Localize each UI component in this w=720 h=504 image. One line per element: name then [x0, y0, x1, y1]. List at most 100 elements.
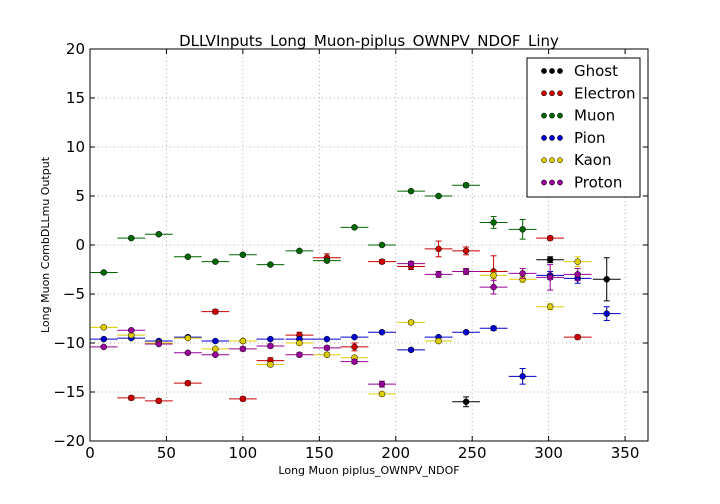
legend: Ghost Electron Muon Pion Kaon Proton	[526, 57, 641, 198]
legend-marker	[541, 112, 547, 119]
data-point	[212, 337, 219, 345]
legend-marker	[549, 179, 555, 186]
data-point	[603, 310, 610, 317]
data-point	[603, 276, 610, 283]
legend-label: Kaon	[574, 151, 611, 169]
data-point	[462, 181, 470, 189]
data-point	[462, 398, 470, 406]
data-point	[351, 224, 358, 231]
legend-marker	[557, 135, 563, 141]
legend-marker	[549, 135, 555, 141]
legend-box	[526, 57, 641, 198]
legend-marker	[541, 68, 547, 74]
data-point	[267, 261, 274, 268]
data-point	[100, 324, 108, 331]
legend-marker	[549, 90, 555, 97]
data-point	[296, 247, 303, 255]
data-point	[574, 271, 581, 278]
data-point	[128, 394, 135, 402]
y-tick-label: −5	[63, 285, 85, 303]
data-point	[546, 303, 554, 310]
data-point	[296, 351, 303, 359]
series-ghost	[452, 256, 621, 408]
y-tick-label: −10	[53, 334, 85, 352]
legend-marker	[541, 135, 547, 141]
data-point	[100, 335, 108, 343]
data-point	[100, 343, 108, 351]
legend-marker	[557, 157, 563, 164]
data-point	[435, 192, 442, 200]
data-point	[239, 251, 247, 259]
data-point	[407, 187, 415, 195]
y-tick-label: 0	[75, 236, 85, 254]
legend-marker	[557, 90, 563, 97]
x-tick-label: 300	[534, 444, 563, 462]
x-axis-label: Long Muon piplus_OWNPV_NDOF	[278, 464, 459, 477]
data-point	[267, 342, 274, 350]
data-point	[462, 328, 470, 336]
legend-label: Proton	[574, 174, 622, 192]
series-muon	[89, 181, 537, 276]
data-point	[184, 334, 192, 342]
legend-marker	[549, 68, 555, 74]
axis-ticks: 0 50 100 150 200 250 300 350 −20 −15 −10 −5 0 5 10 15 20	[53, 40, 648, 462]
data-point	[378, 241, 386, 249]
data-point	[323, 344, 331, 352]
legend-label: Muon	[574, 107, 615, 125]
data-point	[323, 335, 331, 343]
data-series	[89, 181, 621, 408]
data-point	[546, 274, 554, 281]
data-point	[239, 337, 247, 345]
data-point	[435, 271, 442, 278]
data-point	[323, 351, 331, 359]
data-point	[155, 397, 163, 405]
y-tick-label: 20	[66, 40, 85, 58]
series-electron	[117, 234, 592, 405]
x-tick-label: 0	[85, 444, 95, 462]
data-point	[184, 349, 192, 357]
data-point	[574, 333, 581, 341]
x-tick-label: 50	[157, 444, 176, 462]
data-point	[546, 234, 554, 242]
data-point	[546, 256, 554, 263]
data-point	[184, 253, 192, 261]
data-point	[435, 245, 442, 253]
chart-title: DLLVInputs_Long_Muon-piplus_OWNPV_NDOF_L…	[179, 32, 559, 51]
data-point	[407, 346, 415, 354]
data-point	[155, 230, 163, 238]
data-point	[155, 340, 163, 348]
data-point	[519, 270, 526, 277]
y-tick-label: 10	[66, 138, 85, 156]
x-tick-label: 250	[458, 444, 487, 462]
data-point	[351, 333, 358, 341]
data-point	[490, 325, 497, 332]
series-pion	[89, 270, 621, 385]
legend-marker	[549, 157, 555, 164]
data-point	[267, 361, 274, 368]
data-point	[574, 258, 581, 265]
data-point	[435, 337, 442, 345]
data-point	[407, 319, 415, 326]
data-point	[378, 380, 386, 388]
legend-marker	[557, 179, 563, 186]
data-point	[267, 335, 274, 343]
x-tick-label: 100	[229, 444, 258, 462]
data-point	[462, 268, 470, 275]
legend-label: Ghost	[574, 62, 618, 80]
data-point	[351, 358, 358, 365]
data-point	[378, 258, 386, 265]
data-point	[184, 379, 192, 387]
data-point	[212, 258, 219, 265]
data-point	[407, 260, 415, 267]
data-point	[351, 343, 358, 351]
data-point	[378, 390, 386, 398]
data-point	[519, 373, 526, 380]
legend-marker	[557, 68, 563, 74]
y-tick-label: −15	[53, 383, 85, 401]
data-point	[490, 219, 497, 226]
data-point	[239, 345, 247, 353]
data-point	[519, 226, 526, 233]
legend-marker	[541, 90, 547, 97]
data-point	[490, 283, 497, 291]
y-tick-label: 15	[66, 89, 85, 107]
